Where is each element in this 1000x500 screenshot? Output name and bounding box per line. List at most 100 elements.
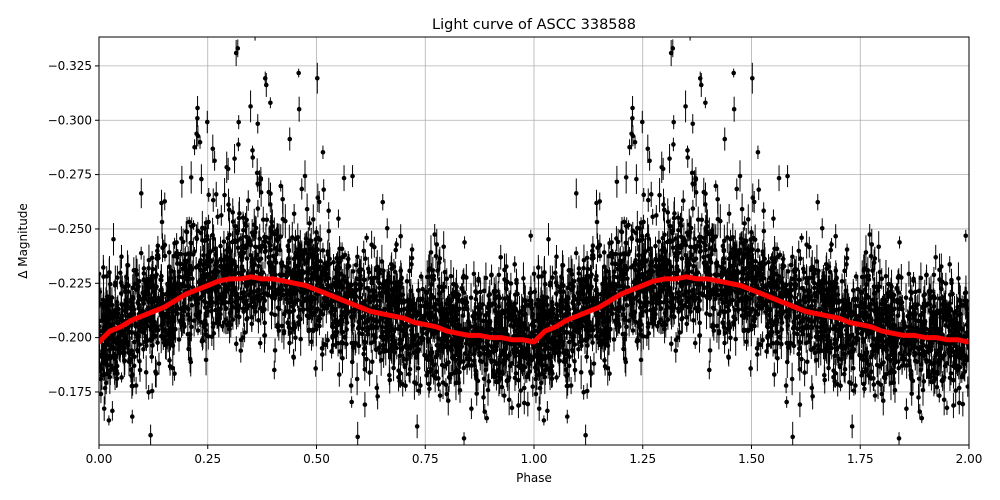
point-marker <box>771 216 776 221</box>
point-marker <box>210 146 216 152</box>
point-marker <box>117 270 123 276</box>
point-marker <box>726 211 732 217</box>
point-marker <box>134 272 140 277</box>
point-marker <box>584 354 590 360</box>
point-marker <box>291 211 297 217</box>
point-marker <box>552 270 558 276</box>
point-marker <box>919 415 925 421</box>
point-marker <box>415 365 421 371</box>
point-marker <box>296 106 302 112</box>
point-marker <box>250 155 256 160</box>
data-points <box>99 37 969 445</box>
point-marker <box>569 272 575 277</box>
point-marker <box>149 354 155 360</box>
point-marker <box>271 367 277 373</box>
point-marker <box>166 250 172 255</box>
point-marker <box>906 271 912 277</box>
data-point <box>784 396 789 408</box>
point-marker <box>661 202 666 207</box>
point-marker <box>731 106 737 112</box>
point-marker <box>516 377 521 383</box>
data-point <box>484 413 490 424</box>
point-marker <box>256 318 261 323</box>
point-marker <box>260 217 266 222</box>
data-point <box>521 262 526 295</box>
point-marker <box>340 355 345 361</box>
point-marker <box>143 370 149 375</box>
point-marker <box>367 370 372 375</box>
point-marker <box>546 236 551 242</box>
point-marker <box>947 375 953 381</box>
point-marker <box>614 179 620 185</box>
point-marker <box>661 207 667 213</box>
point-marker <box>943 281 949 286</box>
point-marker <box>320 149 326 155</box>
point-marker <box>316 199 322 205</box>
point-marker <box>226 202 231 207</box>
point-marker <box>186 219 192 225</box>
point-marker <box>236 119 242 125</box>
point-marker <box>774 246 780 252</box>
point-marker <box>751 199 757 205</box>
point-marker <box>213 192 219 197</box>
point-marker <box>714 323 720 329</box>
data-point <box>849 414 855 439</box>
point-marker <box>167 358 172 363</box>
point-marker <box>409 255 415 261</box>
data-point <box>897 236 902 249</box>
point-marker <box>828 247 834 253</box>
point-marker <box>933 254 939 260</box>
point-marker <box>796 351 801 357</box>
point-marker <box>584 255 590 261</box>
point-marker <box>361 351 366 357</box>
point-marker <box>541 418 547 423</box>
data-point <box>714 309 720 343</box>
point-marker <box>336 216 341 221</box>
point-marker <box>706 367 712 373</box>
data-point <box>731 96 737 122</box>
point-marker <box>433 253 439 259</box>
point-marker <box>850 365 856 371</box>
point-marker <box>155 243 161 249</box>
point-marker <box>931 272 937 278</box>
data-point <box>296 96 302 122</box>
point-marker <box>844 255 850 261</box>
point-marker <box>496 272 502 278</box>
point-marker <box>797 402 803 407</box>
point-marker <box>471 271 477 277</box>
point-marker <box>956 276 961 281</box>
point-marker <box>149 255 155 261</box>
data-point <box>302 160 308 192</box>
point-marker <box>521 276 526 281</box>
point-marker <box>802 370 807 375</box>
point-marker <box>508 281 514 286</box>
point-marker <box>904 406 909 411</box>
data-point <box>737 160 743 192</box>
point-marker <box>257 340 263 346</box>
point-marker <box>393 247 399 253</box>
point-marker <box>775 355 780 361</box>
point-marker <box>692 340 698 346</box>
point-marker <box>799 285 805 291</box>
point-marker <box>374 385 380 391</box>
point-marker <box>590 243 596 249</box>
point-marker <box>250 148 255 153</box>
point-marker <box>784 399 789 405</box>
point-marker <box>516 403 521 408</box>
point-marker <box>512 262 518 267</box>
point-marker <box>897 240 902 245</box>
point-marker <box>597 253 603 259</box>
point-marker <box>414 424 420 429</box>
point-marker <box>645 146 651 152</box>
point-marker <box>279 323 285 329</box>
point-marker <box>733 336 738 342</box>
point-marker <box>691 318 696 323</box>
data-point <box>414 414 420 439</box>
point-marker <box>469 406 474 411</box>
point-marker <box>512 375 518 381</box>
point-marker <box>737 173 743 179</box>
point-marker <box>162 253 168 259</box>
point-marker <box>621 219 627 225</box>
point-marker <box>685 148 690 153</box>
point-marker <box>624 324 629 330</box>
